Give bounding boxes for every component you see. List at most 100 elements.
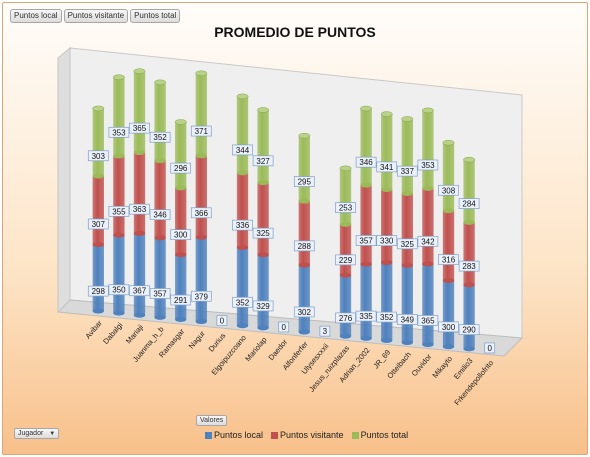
bar-1-12 [339, 224, 352, 276]
field-button-puntos-local[interactable]: Puntos local [10, 9, 62, 23]
data-label-box-1-18 [458, 260, 480, 272]
data-label-box-0-3 [149, 288, 171, 299]
bar-stack-18: 290 283 284 [458, 156, 480, 352]
legend-label-total: Puntos total [360, 430, 409, 440]
bar-stack-0: 298 307 303 [87, 105, 109, 314]
field-button-puntos-total[interactable]: Puntos total [130, 9, 181, 23]
data-label-1-17: 316 [442, 256, 456, 265]
bar-1-18 [463, 222, 475, 285]
bar-1-7 [236, 172, 249, 248]
bar-0-15 [401, 265, 413, 343]
data-label-box-2-3 [149, 131, 171, 143]
bar-cap-2-1 [113, 153, 125, 159]
data-label-box-2-0 [87, 150, 109, 162]
values-field-button[interactable]: Valores [196, 415, 228, 426]
data-label-1-8: 325 [256, 229, 270, 238]
data-label-2-8: 327 [256, 157, 270, 166]
bar-0-4 [175, 254, 187, 320]
bar-1-1 [113, 155, 125, 236]
bar-cap-1-15 [401, 262, 413, 268]
bar-2-7 [236, 96, 249, 173]
data-label-box-0-7 [232, 296, 253, 308]
bar-0-10 [298, 265, 310, 333]
bar-top-cap-18 [463, 156, 476, 163]
data-label-1-2: 363 [133, 205, 147, 214]
data-label-1-4: 300 [174, 231, 188, 240]
zero-label-box-11 [319, 325, 331, 337]
bar-cap-0-18 [463, 346, 475, 352]
bar-cap-0-13 [360, 335, 372, 341]
bar-cap-1-18 [463, 282, 475, 288]
bar-0-0 [92, 244, 104, 312]
data-label-box-0-5 [190, 290, 212, 302]
jugador-field-button[interactable]: Jugador ▼ [14, 428, 60, 439]
chart-side-wall [57, 46, 71, 314]
bar-0-16 [422, 263, 434, 345]
bar-stack-10: 302 288 295 [293, 132, 315, 335]
bar-cap-2-0 [92, 173, 104, 179]
zero-label-9: 0 [281, 323, 286, 332]
bar-cap-0-10 [298, 329, 310, 335]
bar-2-10 [298, 135, 310, 202]
bar-cap-2-14 [381, 187, 393, 193]
bar-1-14 [381, 189, 393, 263]
bar-0-3 [154, 237, 166, 318]
bar-2-15 [401, 118, 413, 194]
data-label-0-15: 349 [401, 315, 415, 324]
legend-item-total: Puntos total [351, 430, 409, 440]
data-label-2-16: 353 [421, 161, 435, 170]
bar-cap-1-2 [133, 230, 146, 236]
data-label-box-1-2 [129, 203, 150, 215]
bar-2-3 [154, 82, 166, 161]
legend-swatch-visitante [271, 431, 279, 439]
data-label-1-7: 336 [236, 221, 250, 230]
bar-stack-5: 379 366 371 [190, 70, 212, 325]
data-label-2-14: 341 [380, 163, 394, 172]
data-label-box-2-5 [190, 125, 212, 137]
bar-stack-14: 352 330 341 [376, 111, 398, 343]
bar-top-cap-14 [380, 111, 393, 117]
data-label-2-18: 284 [462, 200, 476, 209]
data-label-2-7: 344 [236, 146, 250, 155]
data-label-2-5: 371 [195, 127, 209, 136]
bar-stack-9: 0 [278, 321, 290, 333]
data-label-box-2-1 [108, 126, 130, 138]
bar-stack-8: 329 325 327 [252, 107, 274, 331]
bar-0-12 [339, 275, 352, 337]
data-label-box-0-16 [417, 315, 439, 326]
bar-top-cap-5 [195, 70, 208, 77]
bar-top-cap-13 [360, 105, 373, 112]
bar-stack-19: 0 [484, 342, 496, 354]
data-label-0-1: 350 [112, 286, 126, 295]
bar-stack-16: 365 342 353 [417, 107, 439, 348]
data-label-box-2-16 [417, 159, 439, 171]
category-label-5: Nagur [187, 329, 207, 351]
data-label-2-2: 365 [133, 124, 147, 133]
legend: Puntos local Puntos visitante Puntos tot… [205, 430, 408, 440]
bar-cap-0-14 [381, 337, 393, 343]
bar-stack-11: 3 [319, 325, 331, 337]
bar-1-8 [257, 182, 269, 255]
data-label-0-10: 302 [298, 308, 312, 317]
zero-label-box-19 [484, 342, 496, 354]
data-label-box-0-8 [252, 300, 274, 312]
data-label-box-1-15 [396, 238, 418, 250]
data-label-box-2-14 [376, 161, 398, 173]
bar-cap-0-3 [154, 314, 166, 320]
bar-top-cap-7 [236, 93, 249, 100]
field-button-puntos-visitante[interactable]: Puntos visitante [63, 9, 129, 23]
bar-2-12 [339, 168, 352, 225]
data-label-1-5: 366 [195, 209, 209, 218]
data-label-0-16: 365 [421, 316, 435, 325]
data-label-box-1-5 [190, 207, 212, 219]
data-label-box-0-15 [396, 314, 418, 325]
legend-item-local: Puntos local [205, 430, 263, 440]
data-label-2-3: 352 [153, 133, 167, 142]
data-label-1-13: 357 [359, 236, 373, 245]
bar-2-14 [381, 114, 393, 190]
category-label-17: Mikayto [431, 354, 455, 380]
data-label-1-18: 283 [462, 262, 476, 271]
zero-label-6: 0 [220, 317, 225, 326]
category-label-18: Emilio3 [452, 356, 475, 381]
